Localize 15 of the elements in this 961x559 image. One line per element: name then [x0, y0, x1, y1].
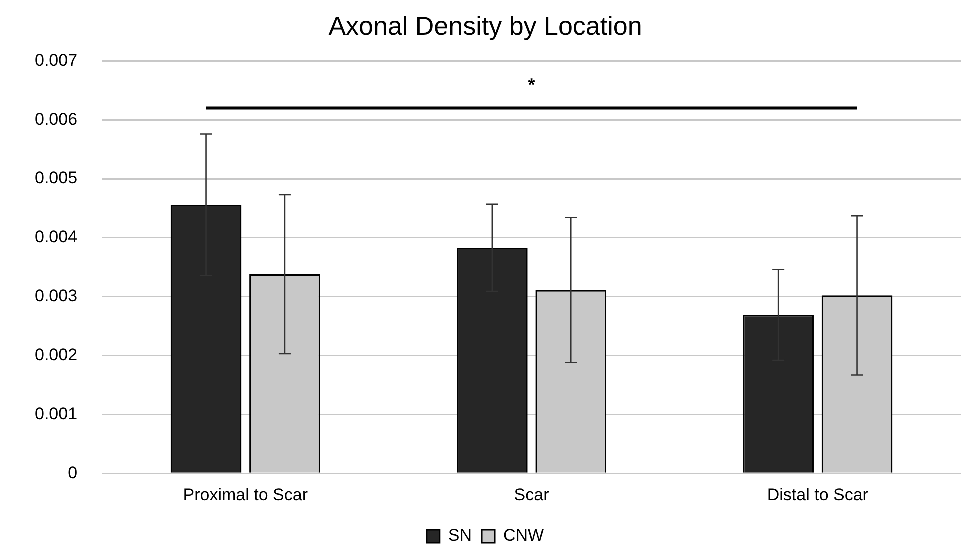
legend-label: SN	[448, 526, 472, 546]
legend-label: CNW	[504, 526, 544, 546]
x-tick-label: Scar	[514, 485, 550, 504]
y-tick-label: 0.002	[34, 345, 78, 364]
annotation: *	[528, 75, 536, 96]
y-tick-label: 0	[68, 463, 78, 482]
y-tick-label: 0.004	[34, 228, 78, 247]
x-tick-label: Proximal to Scar	[183, 485, 308, 504]
chart-title: Axonal Density by Location	[328, 10, 642, 41]
y-tick-label: 0.005	[34, 168, 78, 188]
y-tick-label: 0.003	[34, 286, 78, 306]
y-tick-label: 0.007	[34, 50, 78, 70]
y-tick-label: 0.001	[34, 404, 78, 424]
x-tick-label: Distal to Scar	[767, 485, 869, 504]
y-tick-label: 0.006	[34, 110, 78, 129]
